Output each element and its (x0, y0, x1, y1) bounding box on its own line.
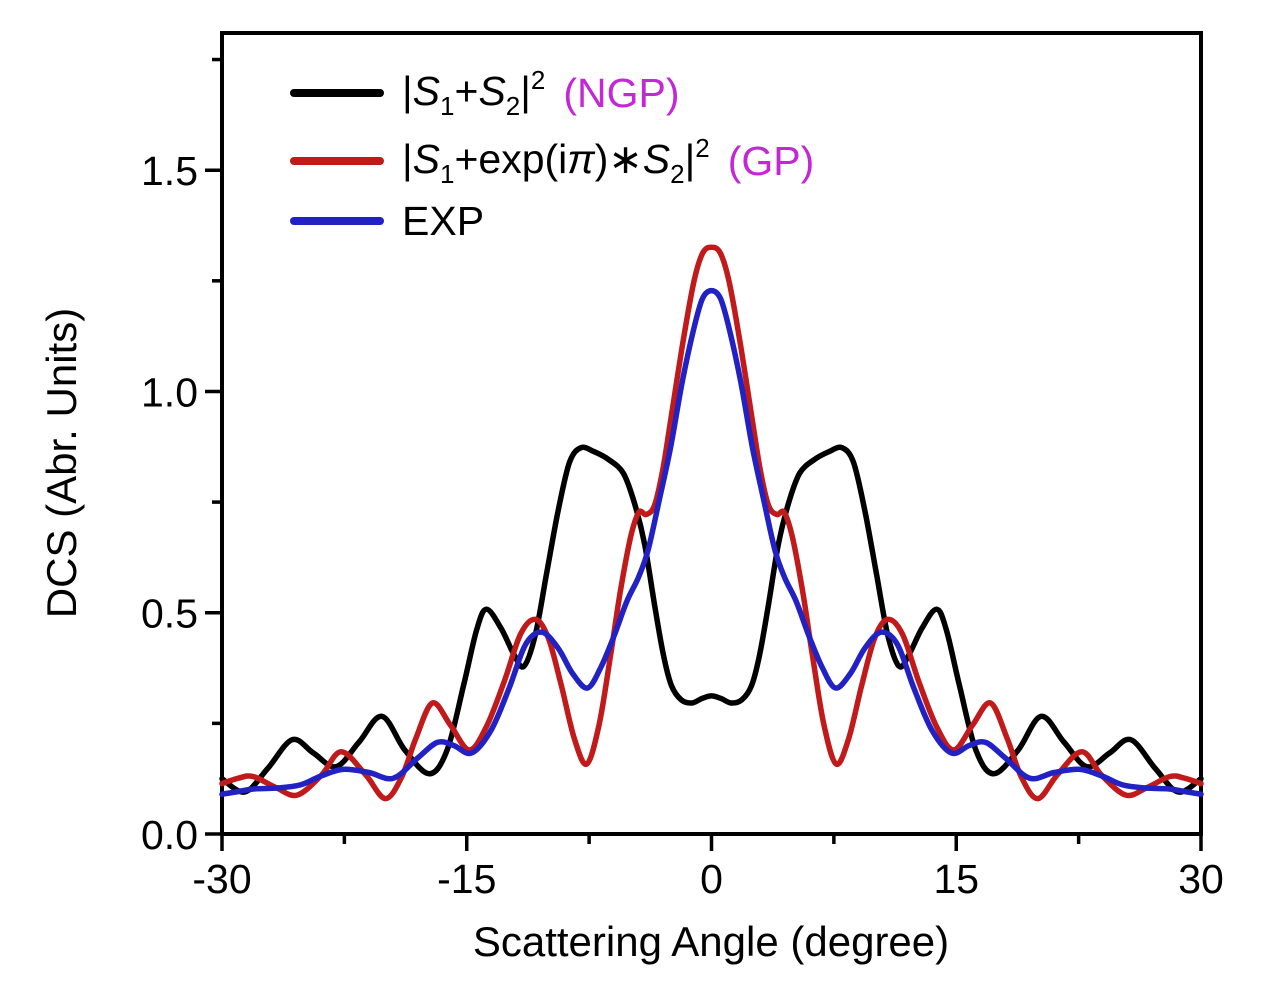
y-tick-label: 0.0 (141, 812, 198, 858)
plot-frame (220, 31, 1203, 836)
x-tick-label: 15 (933, 856, 979, 902)
axis-tick-labels: -30 -15 0 15 30 0.0 0.5 1.0 1.5 (141, 148, 1224, 902)
x-tick-label: 30 (1178, 856, 1224, 902)
x-tick-label: -30 (192, 856, 251, 902)
y-axis-title: DCS (Abr. Units) (38, 308, 85, 618)
x-tick-label: -15 (437, 856, 496, 902)
x-axis-title: Scattering Angle (degree) (473, 918, 949, 965)
y-tick-label: 1.5 (141, 148, 198, 194)
curve-ngp (219, 444, 1204, 795)
curve-exp (219, 287, 1204, 797)
curve-gp (219, 244, 1204, 802)
y-tick-label: 1.0 (141, 369, 198, 415)
x-tick-label: 0 (700, 856, 723, 902)
y-tick-label: 0.5 (141, 591, 198, 637)
data-curves (219, 244, 1204, 802)
